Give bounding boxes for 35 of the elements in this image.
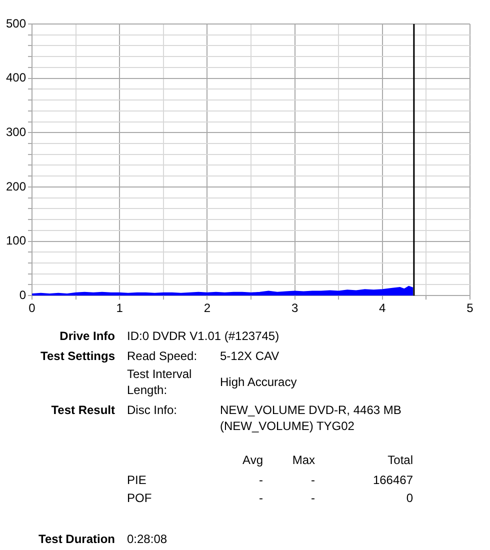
y-tick-label: 400 [6, 70, 26, 85]
text: Avg [242, 452, 263, 468]
text: NEW_VOLUME DVD-R, 4463 MB (NEW_VOLUME) TYG02 [220, 402, 402, 434]
text: Max [291, 452, 315, 468]
text: 0 [405, 490, 413, 506]
x-tick-label: 5 [466, 301, 474, 316]
x-tick-label: 1 [116, 301, 124, 316]
text: Test Interval Length: [127, 366, 193, 398]
text: Test Duration [38, 531, 115, 547]
x-tick-label: 0 [28, 301, 36, 316]
text: POF [127, 490, 153, 506]
text: - [310, 472, 315, 488]
y-tick-label: 200 [6, 179, 26, 194]
text: Drive Info [58, 328, 115, 344]
text: Test Result [50, 402, 115, 418]
text: Disc Info: [127, 402, 178, 418]
text: PIE [127, 472, 148, 488]
y-tick-label: 100 [6, 234, 26, 248]
text: 166467 [372, 472, 413, 488]
text: Total [386, 452, 413, 468]
x-tick-label: 4 [379, 301, 386, 316]
text: 5-12X CAV [220, 348, 280, 364]
text: High Accuracy [220, 374, 298, 390]
text: - [258, 472, 263, 488]
y-tick-label: 300 [6, 124, 26, 139]
x-tick-label: 2 [204, 301, 211, 316]
text: Test Settings [40, 348, 115, 364]
y-tick-label: 500 [6, 16, 26, 30]
text: Read Speed: [127, 348, 198, 364]
text: ID:0 DVDR V1.01 (#123745) [127, 328, 280, 344]
text: - [310, 490, 315, 506]
y-tick-label: 0 [19, 288, 26, 302]
text: - [258, 490, 263, 506]
x-tick-label: 3 [291, 301, 298, 316]
text: 0:28:08 [127, 531, 168, 547]
